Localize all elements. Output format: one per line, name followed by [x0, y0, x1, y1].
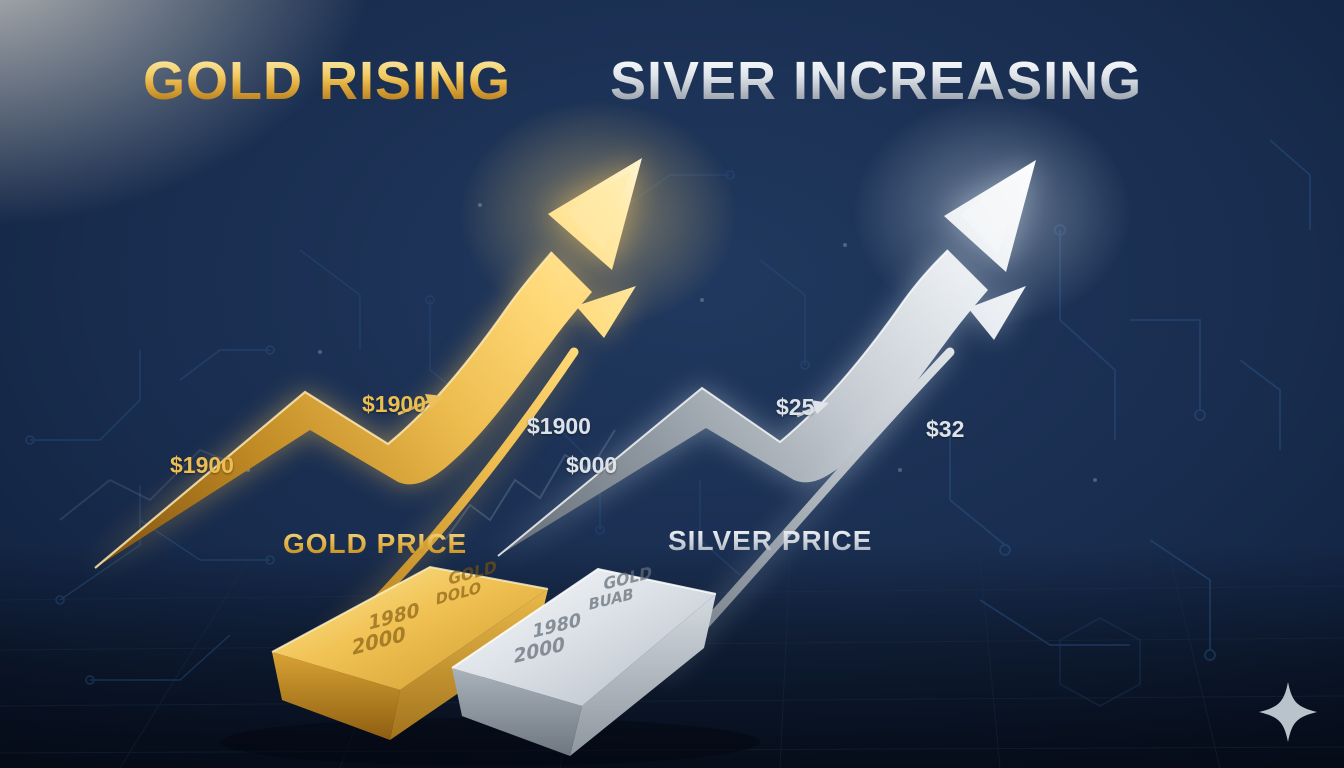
- gold-annotation-arrow: [397, 394, 444, 416]
- circuit-traces-left: [25, 345, 275, 685]
- silver-arrow: [497, 160, 1036, 557]
- silver-price-label-end: $32: [926, 416, 965, 442]
- silver-arrow-secondary: [659, 286, 1026, 675]
- title-gold: GOLD RISING: [143, 51, 512, 111]
- silver-bar: GOLD BUAB 1980 2000: [451, 563, 717, 756]
- sparkle-icon: [1259, 682, 1317, 742]
- silver-price-label-start: $000: [566, 452, 618, 478]
- background-chart-line-left: [59, 448, 251, 521]
- gold-price-label-mid: $1900: [362, 391, 426, 417]
- silver-price-caption: SILVER PRICE: [668, 525, 873, 556]
- gold-price-label-end: $1900: [527, 413, 591, 439]
- gold-price-caption: GOLD PRICE: [283, 528, 468, 559]
- circuit-traces-right: [949, 139, 1311, 708]
- gold-price-label-start: $1900: [170, 452, 234, 478]
- title-silver: SIVER INCREASING: [610, 51, 1143, 111]
- background-chart-line: [444, 429, 616, 541]
- silver-annotation-arrow: [796, 400, 829, 418]
- circuit-traces-center: [299, 170, 810, 576]
- bars-shadow: [220, 718, 760, 766]
- silver-price-label-mid: $25: [776, 394, 815, 420]
- gold-arrow: [94, 158, 642, 569]
